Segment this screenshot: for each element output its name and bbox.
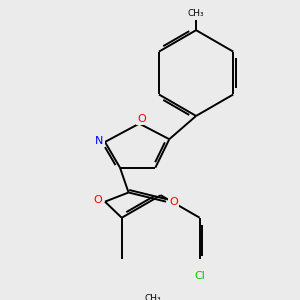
Text: N: N [95, 136, 103, 146]
Text: O: O [137, 114, 146, 124]
Text: CH₃: CH₃ [188, 10, 204, 19]
Text: O: O [169, 197, 178, 207]
Text: Cl: Cl [194, 271, 205, 281]
Text: CH₃: CH₃ [145, 294, 161, 300]
Text: O: O [93, 195, 102, 206]
